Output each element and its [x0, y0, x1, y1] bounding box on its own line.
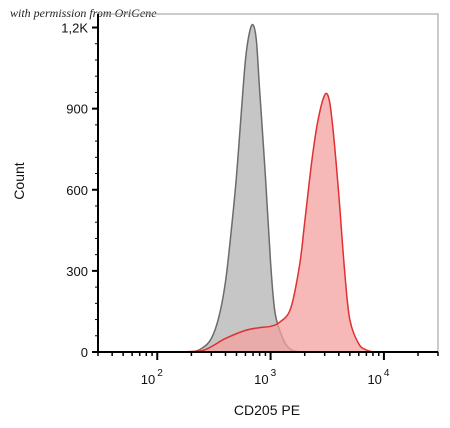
y-tick-label-0: 0 — [81, 345, 88, 360]
y-axis-label: Count — [11, 162, 27, 199]
series-area-1 — [177, 93, 373, 352]
x-tick-label-0: 10 — [141, 372, 155, 387]
watermark-text: with permission from OriGene — [10, 6, 157, 20]
y-tick-label-3: 900 — [66, 102, 88, 117]
y-tick-label-2: 600 — [66, 183, 88, 198]
series-line-0 — [170, 23, 300, 353]
labels-layer: CD205 PE Count — [11, 162, 300, 418]
series-area-0 — [170, 24, 300, 352]
y-tick-label-1: 300 — [66, 264, 88, 279]
x-tick-label-2: 10 — [367, 372, 381, 387]
series-layer — [170, 23, 374, 353]
x-tick-exponent-2: 4 — [384, 368, 390, 379]
y-tick-label-4: 1,2K — [61, 21, 88, 36]
x-tick-exponent-1: 3 — [271, 368, 277, 379]
x-tick-exponent-0: 2 — [157, 368, 163, 379]
series-line-1 — [177, 92, 374, 353]
x-tick-label-1: 10 — [254, 372, 268, 387]
x-axis-label: CD205 PE — [234, 402, 300, 418]
